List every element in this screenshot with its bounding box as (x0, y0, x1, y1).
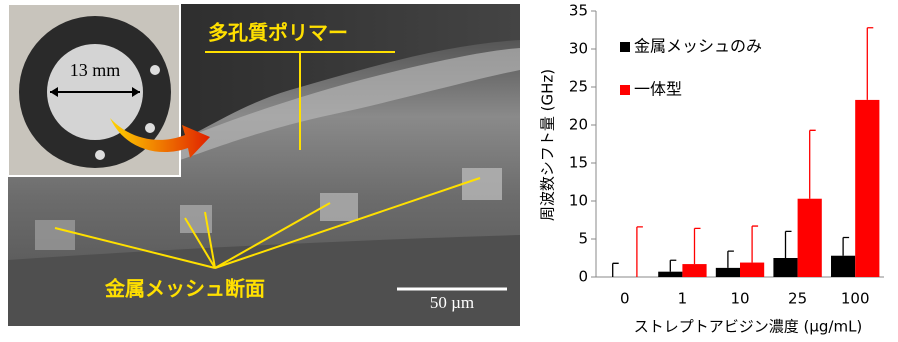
sem-photo: 13 mm 多孔質ポリマー 金属メッシュ断面 50 µm (8, 4, 520, 326)
bar (716, 268, 740, 277)
y-axis-title: 周波数シフト量 (GHz) (539, 69, 557, 221)
bar (855, 100, 879, 277)
legend-label: 金属メッシュのみ (634, 37, 762, 56)
scale-bar: 50 µm (430, 293, 474, 312)
legend-swatch (620, 85, 630, 95)
legend-label: 一体型 (634, 80, 682, 99)
y-tick-label: 10 (569, 192, 588, 210)
x-tick-label: 25 (788, 290, 807, 308)
error-bar (752, 226, 758, 262)
bar (658, 272, 682, 277)
y-tick-label: 0 (578, 268, 588, 286)
error-bar (694, 228, 700, 264)
figure: 13 mm 多孔質ポリマー 金属メッシュ断面 50 µm 周波数シフト量 (GH… (0, 0, 898, 338)
error-bar (786, 231, 792, 258)
y-tick-label: 35 (569, 2, 588, 20)
bar (682, 264, 706, 277)
y-tick-label: 30 (569, 40, 588, 58)
error-bar (728, 251, 734, 268)
y-tick-label: 20 (569, 116, 588, 134)
polymer-label: 多孔質ポリマー (208, 21, 348, 45)
error-bar (670, 260, 676, 271)
error-bar (637, 227, 643, 277)
ring-size: 13 mm (70, 60, 121, 80)
bar (740, 263, 764, 277)
error-bar (810, 130, 816, 198)
error-bar (867, 28, 873, 100)
error-bar (613, 263, 619, 277)
y-tick-label: 15 (569, 154, 588, 172)
legend-swatch (620, 42, 630, 52)
mesh-label: 金属メッシュ断面 (104, 277, 265, 301)
bar (831, 256, 855, 277)
x-axis-title: ストレプトアビジン濃度 (µg/mL) (634, 318, 863, 336)
y-tick-label: 5 (578, 230, 588, 248)
x-tick-label: 10 (730, 290, 749, 308)
page: 13 mm 多孔質ポリマー 金属メッシュ断面 50 µm 周波数シフト量 (GH… (0, 0, 898, 338)
error-bar (843, 237, 849, 255)
x-tick-label: 100 (841, 290, 870, 308)
y-tick-label: 25 (569, 78, 588, 96)
x-tick-label: 0 (620, 290, 630, 308)
x-tick-label: 1 (678, 290, 688, 308)
bar (773, 258, 797, 277)
bar (798, 199, 822, 277)
